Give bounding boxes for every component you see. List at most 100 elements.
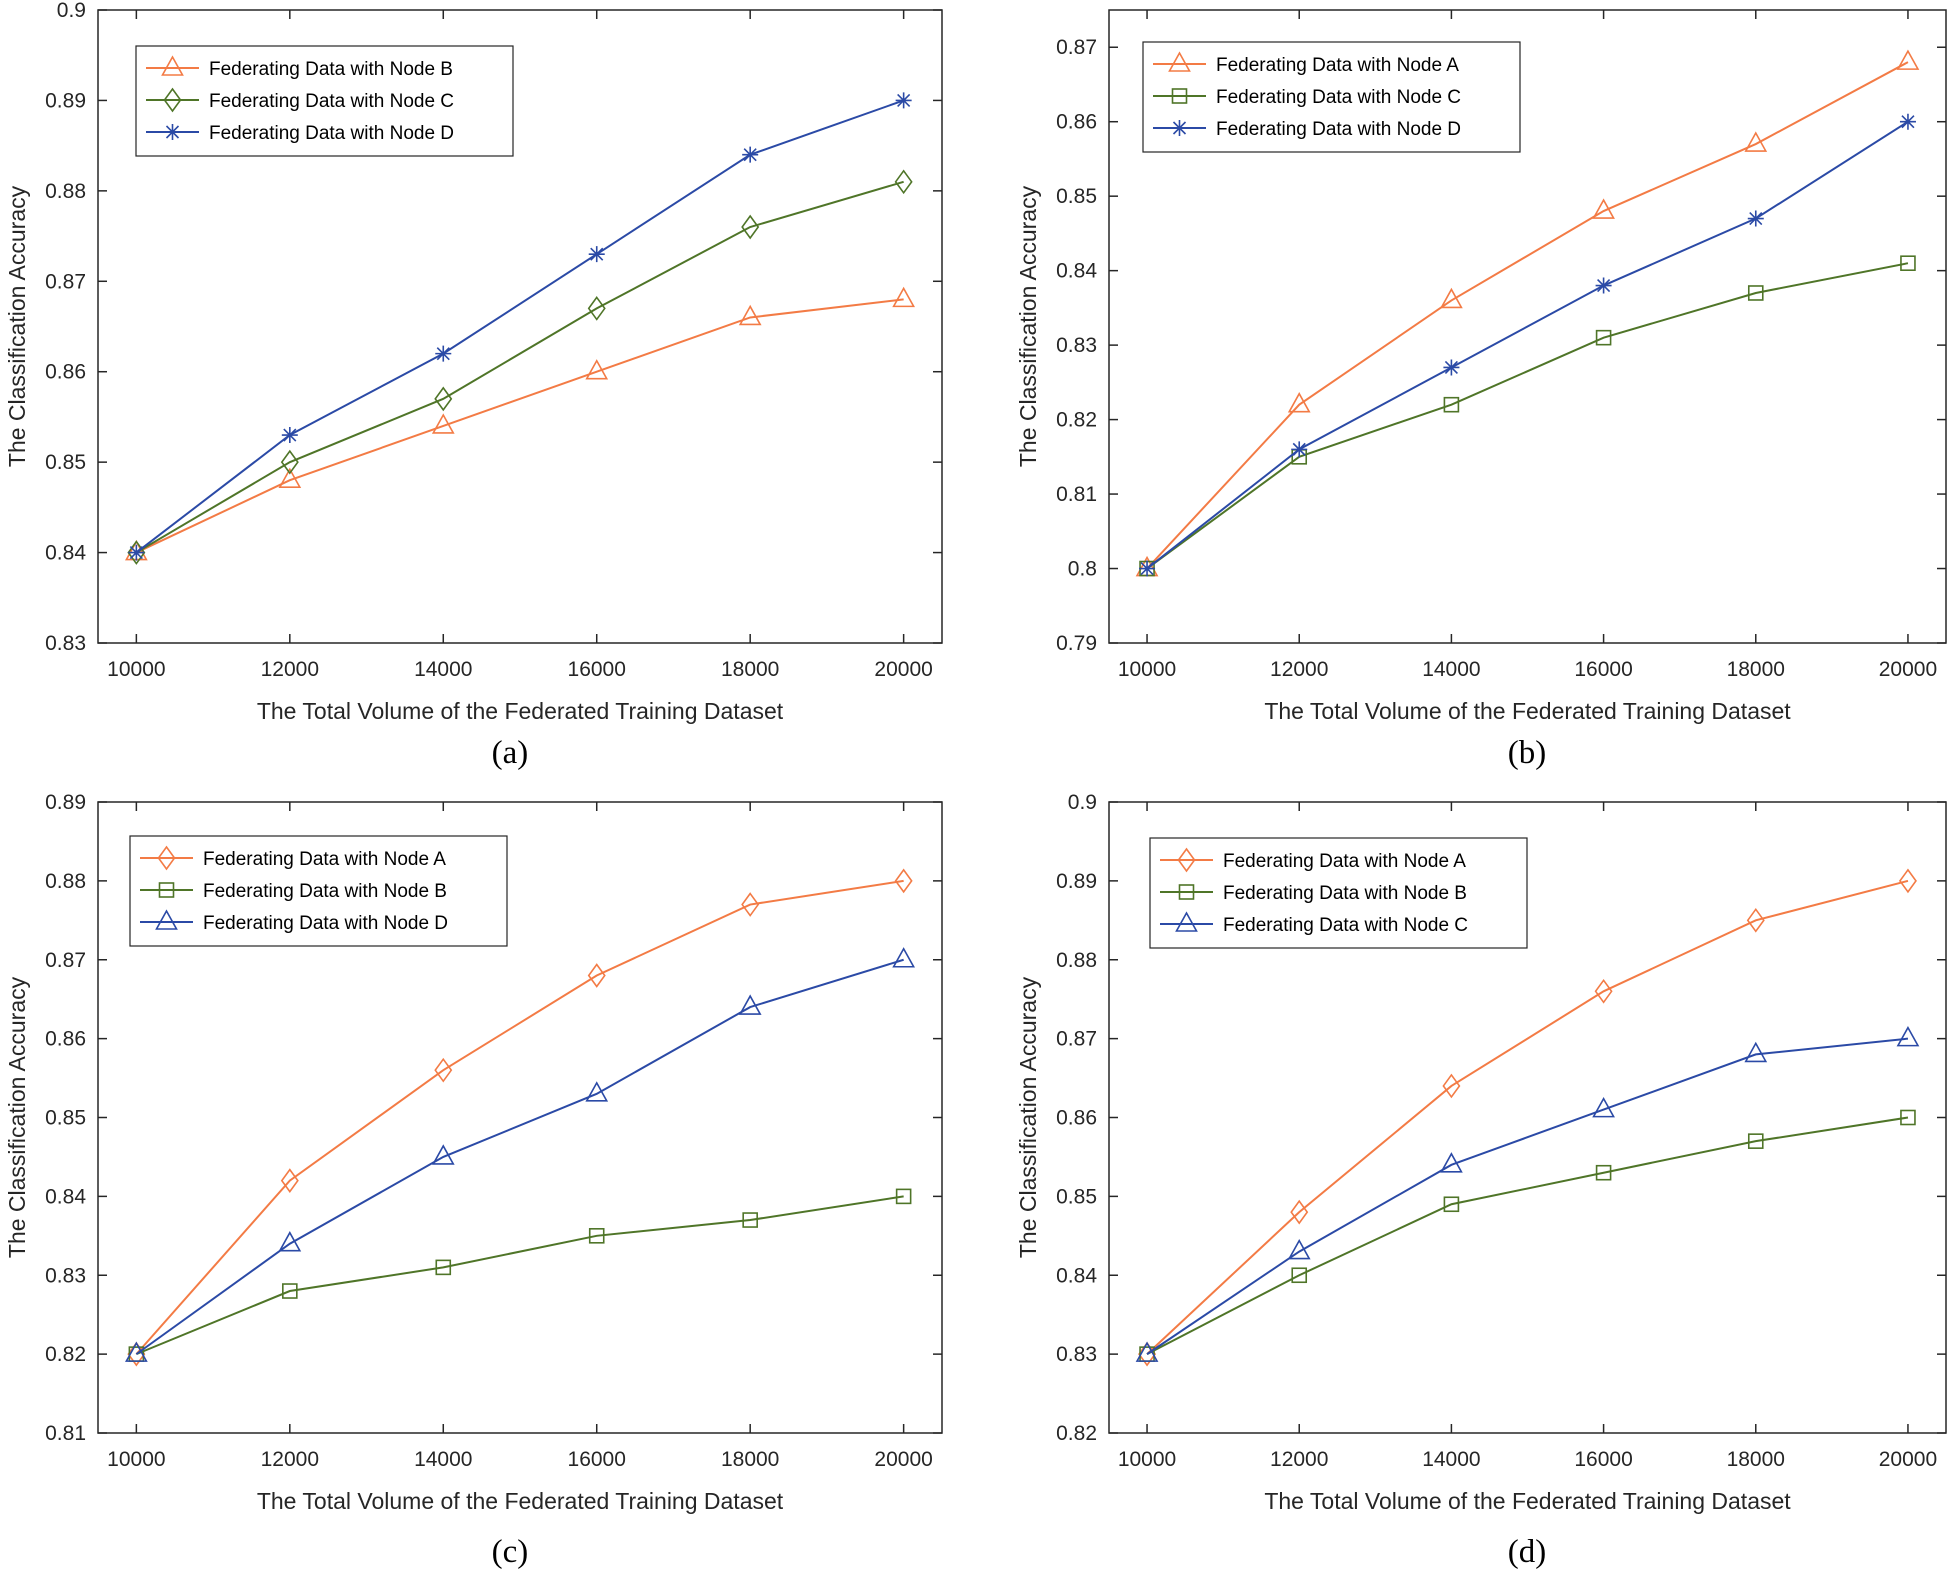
x-tick-label: 16000 — [568, 658, 626, 681]
data-point — [280, 449, 299, 475]
y-tick-label: 0.82 — [45, 1343, 86, 1366]
data-point — [738, 994, 762, 1015]
series-line — [1146, 120, 1909, 570]
series-federating-data-with-node-b — [1139, 1109, 1916, 1362]
x-tick-label: 18000 — [1727, 658, 1785, 681]
data-point — [434, 1057, 453, 1083]
y-axis-label: The Classification Accuracy — [4, 185, 30, 467]
data-point — [1592, 1096, 1615, 1118]
x-tick-label: 14000 — [414, 658, 472, 681]
x-tick-label: 16000 — [568, 1448, 626, 1471]
y-tick-label: 0.9 — [57, 0, 86, 22]
x-tick-label: 18000 — [721, 658, 779, 681]
series-line — [1146, 1116, 1909, 1356]
data-point — [588, 246, 605, 263]
data-point — [1592, 198, 1615, 219]
data-point — [1899, 113, 1916, 130]
y-tick-label: 0.82 — [1056, 409, 1097, 432]
data-point — [1442, 1073, 1461, 1099]
legend-marker — [164, 124, 181, 140]
x-tick-label: 14000 — [414, 1448, 472, 1471]
y-tick-label: 0.87 — [45, 270, 86, 293]
panel-label: (c) — [492, 1534, 529, 1570]
data-point — [741, 892, 760, 917]
data-point — [892, 947, 915, 968]
y-tick-label: 0.9 — [1068, 791, 1097, 814]
legend-marker — [157, 845, 176, 871]
x-tick-label: 16000 — [1574, 658, 1632, 681]
chart-panel-2: 0.79 0.8 0.81 0.82 0.83 0.84 0.85 0.86 0.87 10000… — [1015, 9, 1947, 771]
x-tick-label: 10000 — [107, 1448, 165, 1471]
data-point — [587, 963, 606, 988]
data-point — [431, 413, 455, 434]
data-point — [280, 1168, 299, 1193]
data-point — [282, 1283, 298, 1299]
x-tick-label: 20000 — [874, 1448, 932, 1471]
legend-entry-label: Federating Data with Node D — [209, 123, 454, 144]
data-point — [1440, 1152, 1463, 1173]
panel-label: (a) — [492, 735, 529, 771]
legend-entry-label: Federating Data with Node A — [1216, 55, 1459, 76]
x-tick-label: 14000 — [1422, 1448, 1480, 1471]
data-point — [1443, 1196, 1460, 1213]
y-tick-label: 0.87 — [1056, 36, 1097, 59]
series-line — [1146, 879, 1909, 1355]
y-tick-label: 0.87 — [45, 949, 86, 972]
data-point — [278, 1231, 302, 1252]
x-tick-label: 20000 — [1879, 658, 1937, 681]
y-tick-label: 0.83 — [45, 1264, 86, 1287]
series-line — [1146, 262, 1909, 570]
y-tick-label: 0.84 — [45, 1185, 86, 1208]
data-point — [1290, 1199, 1309, 1225]
x-tick-label: 10000 — [1118, 1448, 1176, 1471]
legend-marker — [1168, 51, 1191, 72]
data-point — [1896, 49, 1920, 70]
series-line — [135, 1195, 904, 1356]
legend-marker — [155, 909, 178, 930]
data-point — [585, 1081, 609, 1102]
data-point — [1744, 131, 1768, 152]
series-line — [135, 99, 904, 554]
data-point — [894, 169, 913, 195]
y-tick-label: 0.85 — [1056, 1185, 1097, 1208]
y-tick-label: 0.83 — [45, 632, 86, 655]
data-point — [1443, 396, 1460, 413]
series-line — [1146, 61, 1909, 570]
x-tick-label: 10000 — [1118, 658, 1176, 681]
data-point — [742, 1212, 758, 1228]
data-point — [431, 1144, 455, 1165]
x-tick-label: 12000 — [261, 1448, 319, 1471]
chart-panel-1: 0.83 0.84 0.85 0.86 0.87 0.88 0.89 0.9 10000 1200… — [4, 0, 943, 771]
x-tick-label: 12000 — [261, 658, 319, 681]
legend-marker — [163, 87, 182, 113]
x-tick-label: 18000 — [1727, 1448, 1785, 1471]
legend-entry-label: Federating Data with Node B — [209, 59, 453, 80]
x-axis-label: The Total Volume of the Federated Traini… — [257, 1488, 784, 1514]
y-tick-label: 0.84 — [45, 542, 86, 565]
data-point — [435, 1259, 452, 1276]
data-point — [587, 296, 606, 321]
y-tick-label: 0.88 — [45, 870, 86, 893]
data-point — [1595, 329, 1612, 346]
y-tick-label: 0.79 — [1056, 632, 1097, 655]
data-point — [895, 92, 912, 109]
data-point — [1896, 1025, 1920, 1047]
series-federating-data-with-node-d — [125, 947, 915, 1362]
legend-marker — [1171, 88, 1188, 104]
x-tick-label: 18000 — [721, 1448, 779, 1471]
data-point — [281, 427, 298, 444]
legend-entry-label: Federating Data with Node C — [1223, 915, 1468, 936]
y-tick-label: 0.82 — [1056, 1422, 1097, 1445]
y-tick-label: 0.84 — [1056, 1264, 1097, 1287]
y-tick-label: 0.86 — [1056, 111, 1097, 134]
data-point — [1747, 285, 1764, 301]
legend-marker — [1175, 911, 1198, 932]
x-tick-label: 16000 — [1574, 1448, 1632, 1471]
data-point — [1900, 1109, 1916, 1126]
y-tick-label: 0.87 — [1056, 1028, 1097, 1051]
y-tick-label: 0.85 — [1056, 185, 1097, 208]
data-point — [1595, 1164, 1612, 1181]
data-point — [1747, 210, 1764, 227]
y-tick-label: 0.81 — [45, 1422, 86, 1445]
data-point — [434, 386, 453, 412]
